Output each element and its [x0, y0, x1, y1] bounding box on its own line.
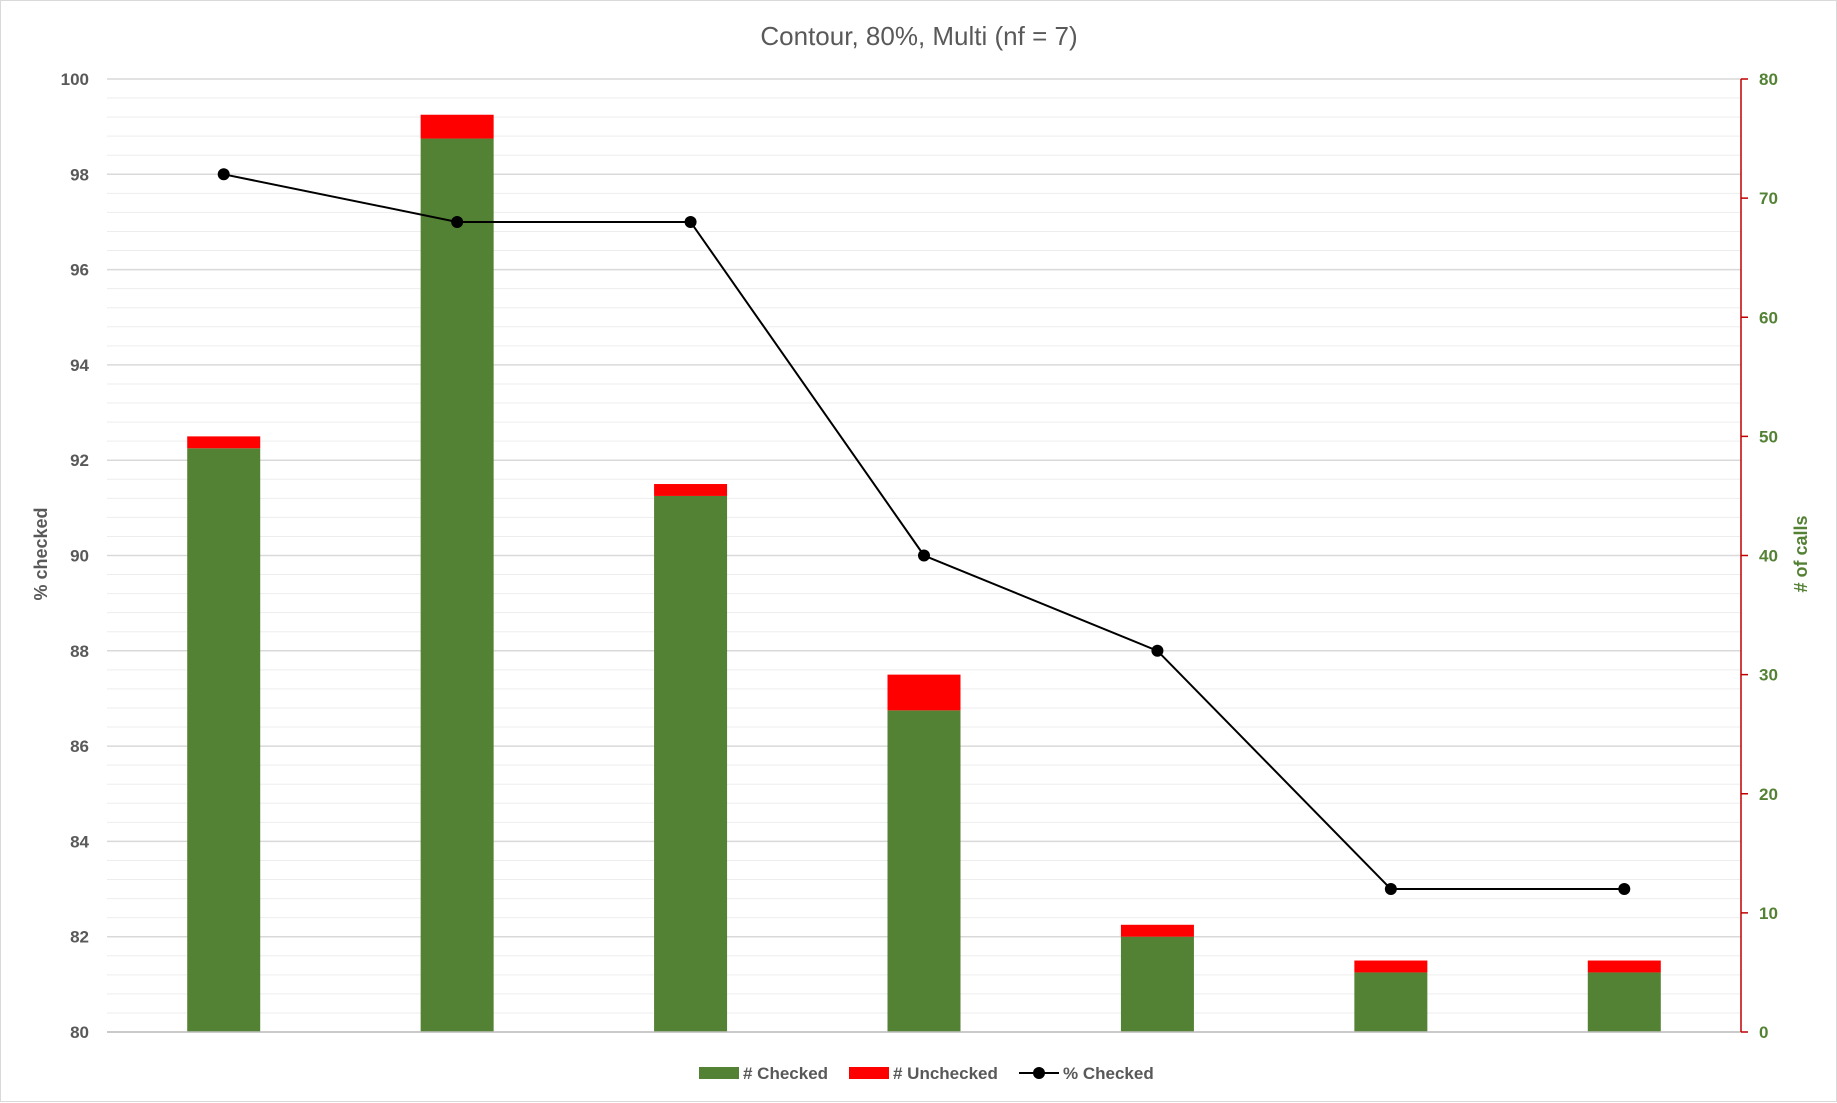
- bar-checked: [654, 495, 728, 1032]
- bar-checked: [420, 138, 494, 1032]
- y-axis-label-right: # of calls: [1791, 515, 1811, 592]
- y-tick-label-left: 88: [70, 642, 89, 661]
- line-point: [1384, 883, 1397, 896]
- line-point: [451, 215, 464, 228]
- bar-checked: [1354, 972, 1428, 1032]
- y-tick-label-right: 10: [1759, 904, 1778, 923]
- y-tick-label-left: 94: [70, 356, 89, 375]
- legend-checked: # Checked: [699, 1064, 828, 1083]
- legend-swatch: [699, 1067, 739, 1079]
- bar-unchecked: [887, 674, 961, 711]
- bar-unchecked: [187, 436, 261, 449]
- y-tick-label-right: 50: [1759, 427, 1778, 446]
- legend-marker: [1033, 1067, 1045, 1079]
- y-tick-label-left: 98: [70, 165, 89, 184]
- y-axis-label-left: % checked: [31, 507, 51, 600]
- legend-label: # Checked: [743, 1064, 828, 1083]
- bar-unchecked: [654, 484, 728, 496]
- bar-unchecked: [1120, 924, 1194, 937]
- y-tick-label-right: 30: [1759, 666, 1778, 685]
- bar-checked: [887, 710, 961, 1032]
- bar-series: [187, 114, 1661, 1033]
- line-point: [1151, 644, 1164, 657]
- y-tick-label-right: 0: [1759, 1023, 1768, 1042]
- bar-unchecked: [1354, 960, 1428, 973]
- line-point: [1618, 883, 1631, 896]
- y-tick-label-right: 60: [1759, 308, 1778, 327]
- y-tick-label-right: 20: [1759, 785, 1778, 804]
- axes: 0 10 20 30 40 50 60 70 80: [107, 70, 1778, 1042]
- y-tick-label-left: 100: [61, 70, 89, 89]
- y-tick-label-left: 80: [70, 1023, 89, 1042]
- y-tick-label-left: 92: [70, 451, 89, 470]
- legend-unchecked: # Unchecked: [849, 1064, 998, 1083]
- line-point: [217, 168, 230, 181]
- y-tick-label-left: 86: [70, 737, 89, 756]
- legend-label: # Unchecked: [893, 1064, 998, 1083]
- legend-swatch: [849, 1067, 889, 1079]
- bar-checked: [187, 448, 261, 1033]
- bar-unchecked: [420, 114, 494, 139]
- line-series: [217, 168, 1631, 896]
- y-tick-label-left: 82: [70, 928, 89, 947]
- y-tick-label-left: 84: [70, 832, 89, 851]
- legend-pct-checked: % Checked: [1019, 1064, 1154, 1083]
- line-point: [684, 215, 697, 228]
- y-tick-label-right: 80: [1759, 70, 1778, 89]
- line-point: [918, 549, 930, 562]
- chart-title: Contour, 80%, Multi (nf = 7): [760, 21, 1077, 51]
- y-tick-label-right: 40: [1759, 547, 1778, 566]
- bar-checked: [1120, 936, 1194, 1032]
- legend: # Checked # Unchecked % Checked: [699, 1064, 1154, 1083]
- y-tick-label-left: 90: [70, 547, 89, 566]
- bar-unchecked: [1587, 960, 1661, 973]
- bar-checked: [1587, 972, 1661, 1032]
- y-tick-label-right: 70: [1759, 189, 1778, 208]
- legend-label: % Checked: [1063, 1064, 1154, 1083]
- y-tick-label-left: 96: [70, 261, 89, 280]
